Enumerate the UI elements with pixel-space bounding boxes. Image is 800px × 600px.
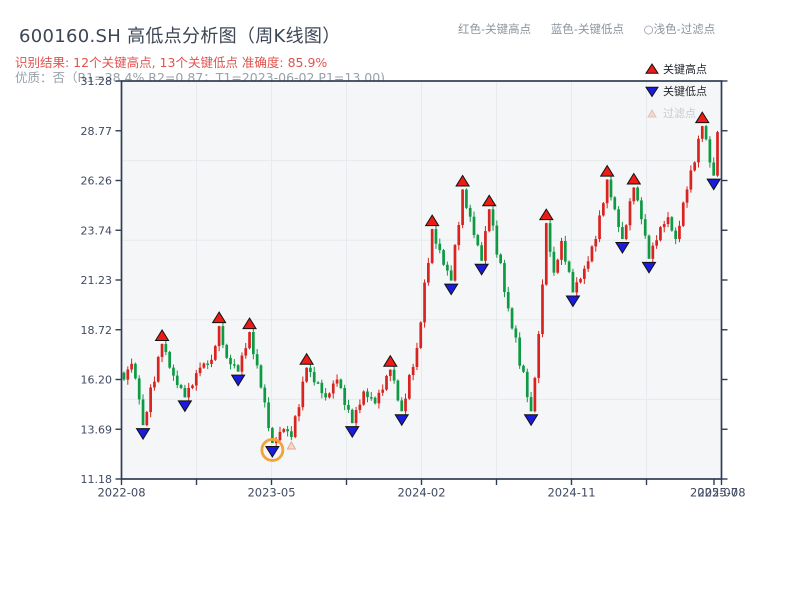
y-tick-label: 31.28 <box>81 75 113 88</box>
legend-blue-low-label: 蓝色-关键低点 <box>550 22 624 36</box>
y-tick-label: 16.20 <box>81 374 113 387</box>
x-tick-label: 2023-05 <box>247 486 295 500</box>
legend-red-high-label: 红色-关键高点 <box>458 22 532 36</box>
axis-labels: 31.28 28.77 26.26 23.74 21.23 18.72 16.20 13.69… <box>81 75 746 500</box>
filter-marker <box>286 441 297 450</box>
y-tick-label: 26.26 <box>81 175 113 188</box>
candles <box>122 124 719 449</box>
x-tick-label: 2025-08 <box>697 486 745 500</box>
key-low-markers <box>135 178 722 458</box>
key-high-markers <box>154 111 710 367</box>
grid <box>121 81 722 479</box>
plot-legend-label: 过滤点 <box>663 107 696 120</box>
header-legend: 红色-关键高点 蓝色-关键低点 ○浅色-过滤点 <box>458 21 715 37</box>
x-tick-label: 2022-08 <box>97 486 145 500</box>
y-tick-label: 23.74 <box>81 224 113 237</box>
legend-filter-label: ○浅色-过滤点 <box>643 22 716 36</box>
plot-legend-label: 关键高点 <box>663 62 707 76</box>
axes <box>115 80 728 485</box>
x-tick-label: 2024-11 <box>547 486 595 500</box>
x-tick-label: 2025-07 <box>690 486 738 500</box>
plot-legend-label: 关键低点 <box>663 84 707 98</box>
t1-circle <box>260 438 285 462</box>
page-title: 600160.SH 高低点分析图（周K线图） <box>19 26 341 47</box>
x-tick-label: 2024-02 <box>397 486 445 500</box>
y-tick-label: 13.69 <box>81 423 113 436</box>
filter-triangle-icon <box>647 108 657 118</box>
y-tick-label: 21.23 <box>81 274 113 287</box>
y-tick-label: 11.18 <box>81 473 113 486</box>
recognition-result: 识别结果: 12个关键高点, 13个关键低点 准确度: 85.9% <box>15 55 328 70</box>
y-tick-label: 28.77 <box>81 125 113 138</box>
y-tick-label: 18.72 <box>81 324 113 337</box>
